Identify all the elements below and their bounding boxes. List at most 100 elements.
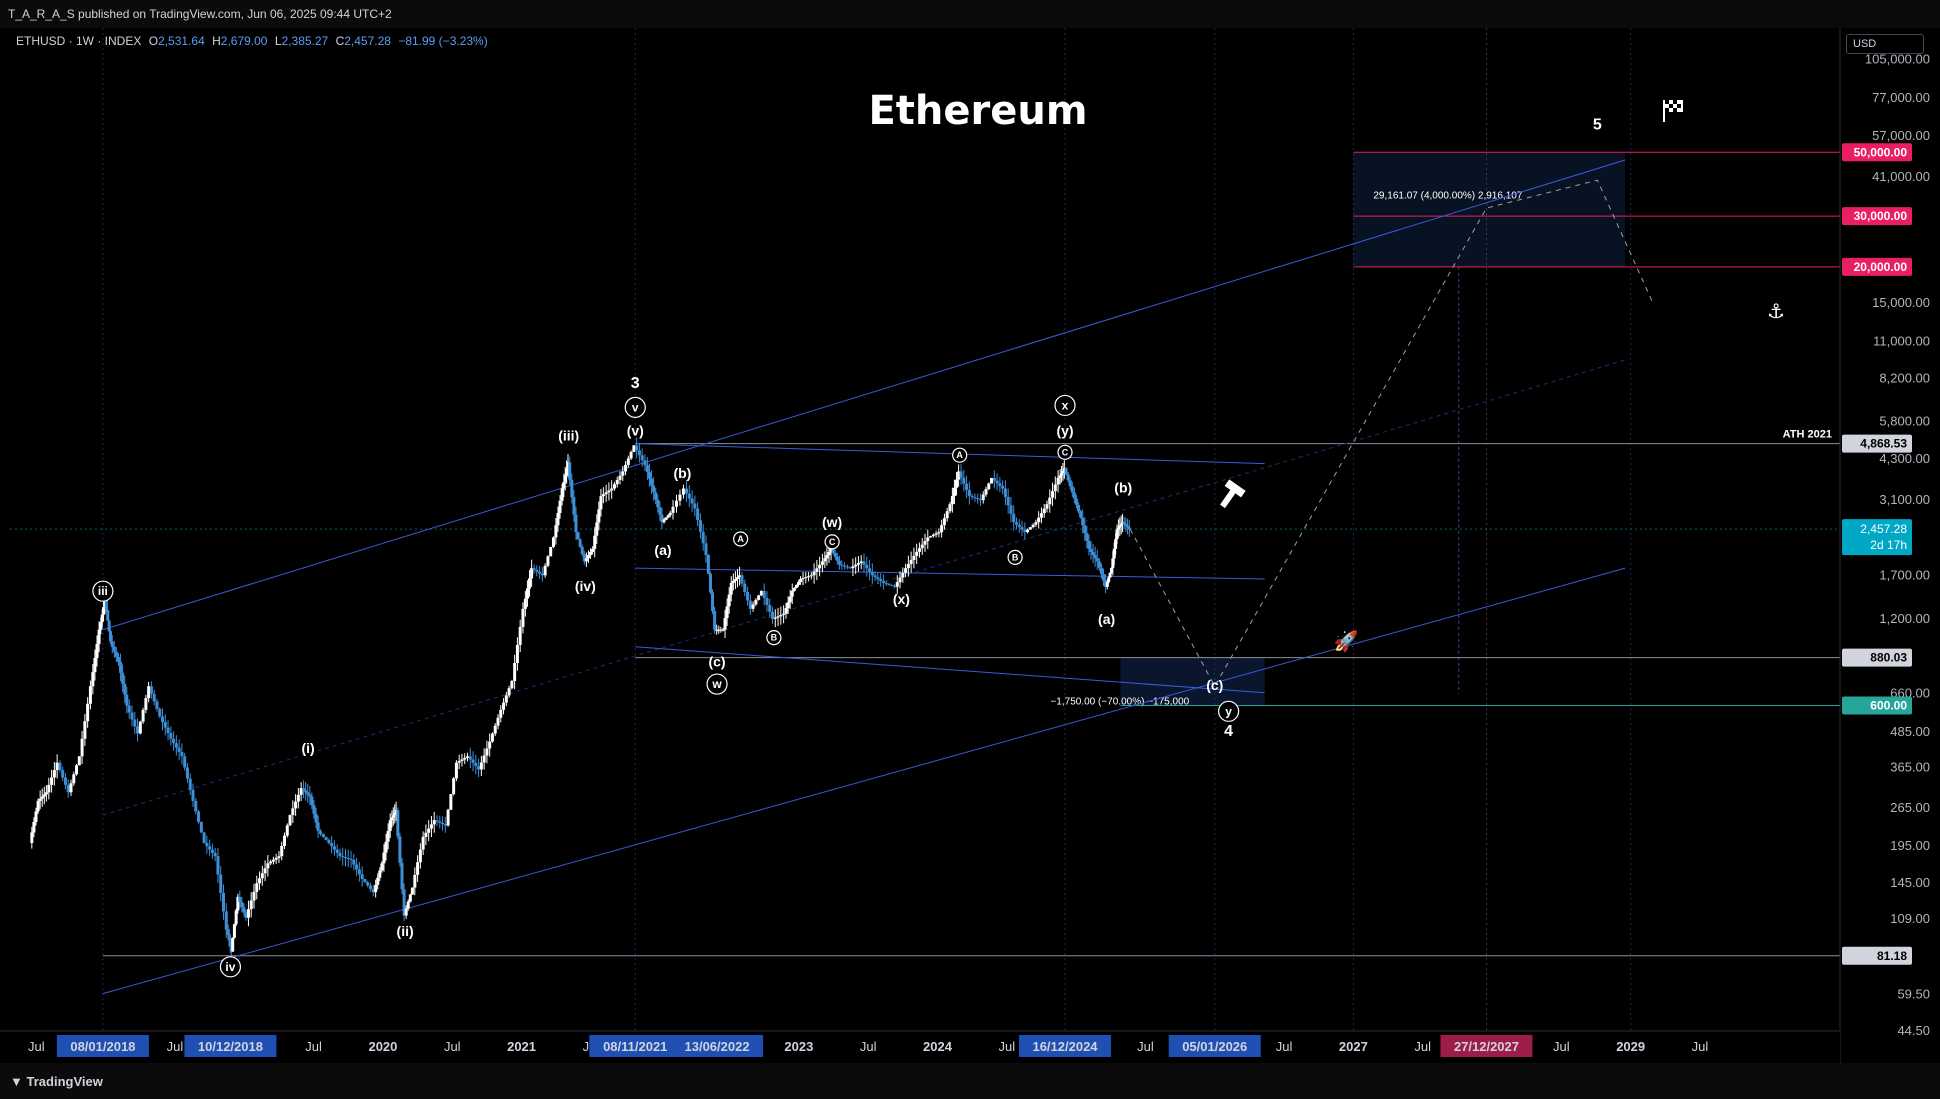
candle-body [1026, 529, 1030, 533]
candle-body [496, 717, 500, 726]
time-tick-label: Jul [1553, 1039, 1570, 1054]
time-highlight [1440, 1035, 1533, 1057]
price-tag [1842, 946, 1912, 965]
candle-body [234, 910, 238, 925]
candle-body [530, 568, 534, 579]
candle-body [1023, 529, 1027, 533]
candle-body [624, 464, 628, 472]
wave-circle [219, 956, 242, 978]
candle-body [1003, 488, 1007, 497]
price-tick-label: 11,000.00 [1873, 334, 1930, 349]
candle-body [823, 558, 827, 562]
candle-body [898, 577, 902, 583]
candle-body [1114, 539, 1118, 549]
candle-body [904, 568, 908, 573]
candle-body [210, 849, 214, 853]
candle-body [973, 497, 977, 499]
candle-body [940, 525, 944, 533]
target-box [1353, 152, 1626, 267]
candle-body [83, 721, 87, 739]
price-tick-label: 57,000.00 [1872, 128, 1930, 143]
candle-body [643, 460, 647, 466]
candle-body [283, 835, 286, 846]
candle-body [773, 617, 777, 619]
candle-body [61, 770, 65, 778]
channel-line [635, 567, 1265, 580]
candle-body [799, 579, 803, 582]
candle-body [263, 868, 267, 874]
candle-body [1124, 523, 1128, 526]
candle-body [312, 805, 316, 814]
candle-body [635, 445, 639, 451]
candle-body [252, 891, 256, 901]
price-axis[interactable]: 105,000.00 77,000.00 57,000.00 41,000.00 15,… [1839, 28, 1940, 1063]
candle-body [75, 765, 79, 775]
brand-label: TradingView [26, 1074, 103, 1089]
wave-label: iv [225, 960, 235, 974]
candle-body [931, 534, 935, 537]
candle-body [280, 845, 284, 857]
candle-body [976, 498, 980, 500]
candle-body [937, 532, 941, 534]
candle-body [845, 566, 849, 568]
candle-body [80, 738, 84, 757]
time-tick-label: Jul [998, 1039, 1015, 1054]
candle-body [435, 820, 439, 822]
price-tick-label: 15,000.00 [1872, 295, 1930, 310]
time-highlight [589, 1035, 682, 1057]
candle-body [970, 496, 974, 498]
time-tick-label: 13/06/2022 [685, 1039, 750, 1054]
candle-body [895, 582, 899, 587]
wave-label: (iv) [575, 578, 596, 594]
candle-body [1039, 513, 1043, 518]
candle-body [199, 821, 203, 833]
candle-body [698, 520, 702, 532]
wave-label: x [1062, 398, 1069, 412]
candle-body [1020, 527, 1024, 530]
candle-body [572, 497, 576, 515]
candle-body [865, 564, 869, 569]
wave-label: (iii) [558, 427, 579, 443]
wave-circle [1057, 444, 1073, 460]
candle-body [388, 820, 392, 831]
symbol-label: ETHUSD · 1W · INDEX [16, 34, 142, 48]
candle-body [909, 559, 913, 565]
candle-body [612, 484, 616, 489]
candle-body [854, 564, 858, 567]
candle-body [825, 555, 829, 559]
candle-body [981, 494, 985, 501]
time-tick-label: Jul [1414, 1039, 1431, 1054]
time-axis[interactable]: Jul 08/01/2018 Jul 10/12/2018 Jul 2020 Jul 2021… [0, 1030, 1840, 1063]
candle-body [493, 725, 497, 734]
price-tick-label: 195.00 [1890, 838, 1930, 853]
candle-body [549, 546, 553, 557]
price-chart[interactable]: 29,161.07 (4,000.00%) 2,916,107 −1,750.00… [0, 28, 1940, 1063]
wave-label: (i) [301, 740, 314, 756]
candle-body [965, 483, 969, 490]
candle-body [66, 784, 70, 793]
candle-body [706, 554, 710, 574]
candle-body [149, 686, 153, 694]
candle-body [782, 613, 786, 616]
candle-body [1083, 525, 1087, 534]
candle-body [52, 770, 56, 778]
candle-body [93, 658, 97, 673]
candle-body [560, 488, 564, 501]
wave-label: (ii) [397, 923, 414, 939]
currency-button[interactable]: USD [1846, 34, 1924, 54]
candle-body [69, 783, 73, 793]
candle-body [244, 912, 248, 918]
candle-body [546, 556, 550, 566]
time-tick-label: 16/12/2024 [1032, 1039, 1098, 1054]
candle-body [346, 857, 350, 859]
candle-body [779, 615, 783, 617]
candle-body [771, 611, 774, 619]
candle-body [987, 483, 991, 490]
wave-circle [92, 580, 114, 602]
candle-body [188, 778, 192, 790]
candle-body [238, 896, 242, 903]
candle-body [967, 489, 971, 497]
wave-label: (x) [893, 591, 910, 607]
candle-body [44, 792, 48, 795]
candle-body [992, 477, 996, 481]
